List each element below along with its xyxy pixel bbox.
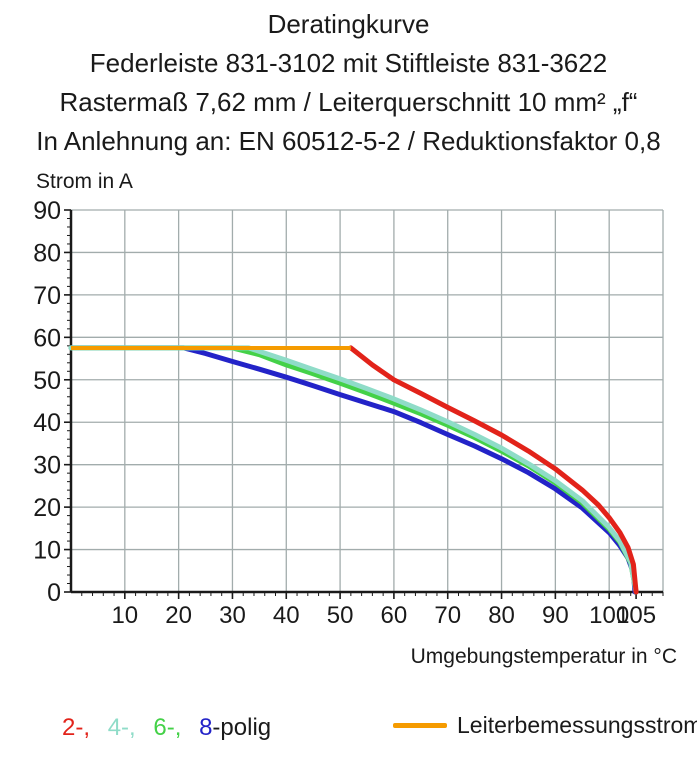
x-tick-label: 10 <box>111 602 138 629</box>
x-tick-label: 70 <box>434 602 461 629</box>
y-tick-label: 60 <box>33 324 61 352</box>
legend-4-polig: 4-, <box>107 714 136 741</box>
x-tick-label: 80 <box>488 602 515 629</box>
x-tick-label: 100 <box>589 602 629 629</box>
y-tick-label: 0 <box>47 579 61 607</box>
y-tick-label: 40 <box>33 409 61 437</box>
legend-row: 2-, 4-, 6-, 8-polig Leiterbemessungsstro… <box>0 712 697 752</box>
y-tick-label: 30 <box>33 452 61 480</box>
y-tick-label: 80 <box>33 239 61 267</box>
pole-count-legend: 2-, 4-, 6-, 8-polig <box>62 714 271 742</box>
y-axis-title: Strom in A <box>36 170 133 193</box>
legend-6-polig: 6-, <box>153 714 182 741</box>
curve-4-polig <box>68 345 639 595</box>
x-tick-label: 30 <box>219 602 246 629</box>
title-line-2: Federleiste 831-3102 mit Stiftleiste 831… <box>89 48 608 78</box>
legend-8-polig: 8 <box>199 714 213 741</box>
reference-line-swatch <box>393 723 447 728</box>
x-tick-label: 105 <box>616 602 656 629</box>
title-block: Deratingkurve Federleiste 831-3102 mit S… <box>0 5 697 161</box>
y-tick-label: 20 <box>33 494 61 522</box>
x-tick-label: 60 <box>381 602 408 629</box>
title-line-4: In Anlehnung an: EN 60512-5-2 / Reduktio… <box>36 126 661 156</box>
y-tick-label: 70 <box>33 282 61 310</box>
y-tick-label: 90 <box>33 200 61 225</box>
legend-2-polig: 2-, <box>62 714 91 741</box>
title-line-1: Deratingkurve <box>267 9 430 39</box>
reference-current-legend: Leiterbemessungsstrom <box>393 712 697 739</box>
x-tick-label: 50 <box>327 602 354 629</box>
curve-2-polig <box>348 345 639 595</box>
x-tick-label: 20 <box>165 602 192 629</box>
y-tick-label: 50 <box>33 367 61 395</box>
x-tick-label: 40 <box>273 602 300 629</box>
reference-line-label: Leiterbemessungsstrom <box>457 712 697 738</box>
y-tick-label: 10 <box>33 537 61 565</box>
x-tick-label: 90 <box>542 602 569 629</box>
title-line-3: Rastermaß 7,62 mm / Leiterquerschnitt 10… <box>59 87 638 117</box>
legend-polig-suffix: -polig <box>212 714 272 741</box>
x-axis-title: Umgebungstemperatur in °C <box>410 645 677 668</box>
